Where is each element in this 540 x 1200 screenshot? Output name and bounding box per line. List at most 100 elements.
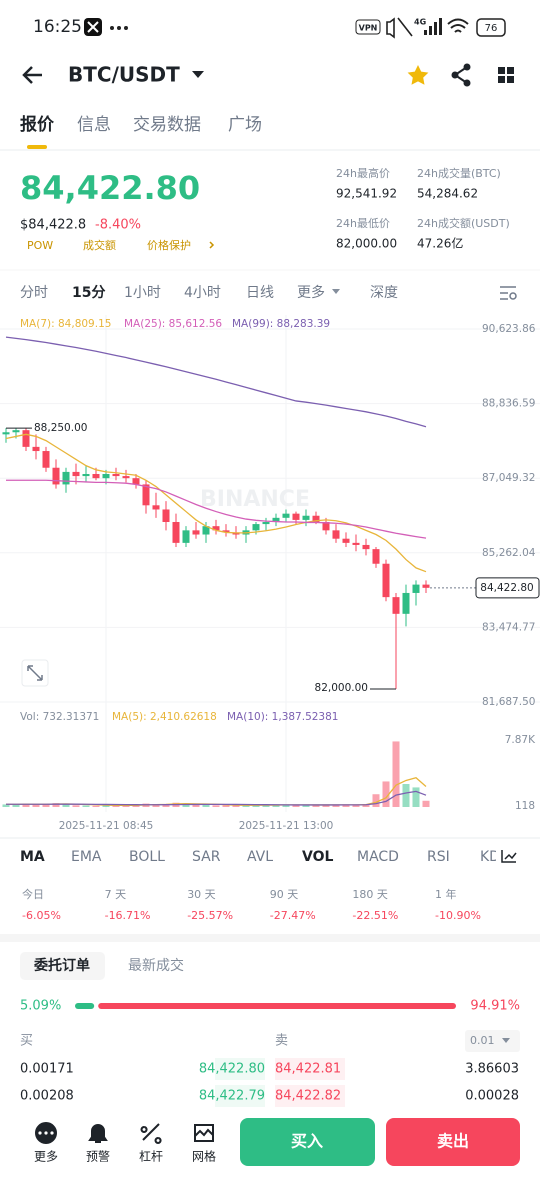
price-tag[interactable]: 成交额 <box>83 238 116 252</box>
sell-button-label: 卖出 <box>437 1132 469 1151</box>
period: 30 天 <box>187 888 216 901</box>
volume-bar <box>2 804 10 807</box>
interval-tab[interactable]: 更多 <box>297 284 325 301</box>
high-label: 88,250.00 <box>34 422 87 434</box>
interval-tab[interactable]: 日线 <box>246 285 274 301</box>
candle-body <box>42 451 50 468</box>
order-tab[interactable]: 委托订单 <box>33 957 90 974</box>
ask-price: 84,422.82 <box>275 1089 341 1104</box>
period: 180 天 <box>352 888 388 901</box>
chart-settings[interactable] <box>500 286 517 300</box>
top-tab[interactable]: 广场 <box>228 115 262 135</box>
candle-body <box>262 521 270 525</box>
indicator-tab[interactable]: EMA <box>71 849 102 865</box>
volume-bar <box>222 805 230 807</box>
tab-indicator <box>27 145 47 149</box>
candle-body <box>182 530 190 543</box>
candle-body <box>342 538 350 543</box>
precision-caret <box>502 1038 510 1043</box>
ask-amount: 3.86603 <box>465 1062 519 1077</box>
buy-label: 买 <box>20 1034 33 1049</box>
candle-body <box>292 513 300 520</box>
tool-icon[interactable] <box>194 1124 214 1142</box>
pair-name[interactable]: BTC/USDT <box>68 63 180 87</box>
back-button[interactable] <box>22 66 42 84</box>
volume-bar <box>332 804 340 807</box>
interval-tab[interactable]: 15分 <box>72 285 105 301</box>
period-change: -10.90% <box>435 909 481 922</box>
volume-bar <box>82 805 90 807</box>
x-logo <box>87 21 99 33</box>
tool-label[interactable]: 预警 <box>86 1149 110 1164</box>
stat-value: 47.26亿 <box>417 236 463 251</box>
buy-button[interactable] <box>240 1118 375 1166</box>
chevron <box>209 241 215 249</box>
volume-bar <box>352 804 360 807</box>
top-tab[interactable]: 交易数据 <box>133 115 201 135</box>
legend-entry: MA(10): 1,387.52381 <box>227 711 338 723</box>
favorite-star[interactable] <box>407 65 429 85</box>
price-tag[interactable]: POW <box>27 239 53 252</box>
candle-body <box>112 473 120 477</box>
candle-body <box>412 584 420 593</box>
candle-body <box>192 530 200 535</box>
indicator-tab[interactable]: AVL <box>247 849 273 865</box>
volume-bar <box>382 781 390 807</box>
stat-label: 24h成交额(USDT) <box>417 216 510 230</box>
legend-entry: MA(7): 84,809.15 <box>20 318 111 330</box>
interval-tab[interactable]: 4小时 <box>184 285 221 301</box>
tool-icon[interactable] <box>140 1123 162 1144</box>
indicator-tab[interactable]: SAR <box>192 849 221 865</box>
more-dots <box>110 26 128 30</box>
interval-tab[interactable]: 深度 <box>370 285 398 301</box>
y-tick-label: 90,623.86 <box>482 323 536 335</box>
volume-bar <box>262 805 270 807</box>
price-tag[interactable]: 价格保护 <box>147 238 191 252</box>
period: 90 天 <box>270 888 299 901</box>
stat-value: 82,000.00 <box>336 237 397 251</box>
period: 1 年 <box>435 887 457 901</box>
top-tab[interactable]: 信息 <box>77 115 111 135</box>
stat-label: 24h成交量(BTC) <box>417 166 501 180</box>
ma-line <box>5 433 427 573</box>
indicator-tab[interactable]: VOL <box>302 849 333 865</box>
candle-body <box>52 467 60 485</box>
volume-bar <box>292 805 300 807</box>
volume-bar <box>412 787 420 807</box>
candle-body <box>422 584 430 588</box>
share-button[interactable] <box>451 63 471 87</box>
precision: 0.01 <box>470 1034 495 1047</box>
indicator-settings[interactable] <box>501 850 517 863</box>
tool-label[interactable]: 网格 <box>192 1149 216 1164</box>
legend-entry: MA(99): 88,283.39 <box>232 318 330 330</box>
volume-bar <box>92 805 100 807</box>
candle-body <box>252 524 260 531</box>
tool-icon[interactable] <box>88 1124 108 1143</box>
grid-button[interactable] <box>498 67 514 83</box>
stat-value: 54,284.62 <box>417 187 478 201</box>
ask-amount: 0.00028 <box>465 1089 519 1104</box>
order-tab[interactable]: 最新成交 <box>128 957 184 974</box>
volume-bar <box>42 804 50 807</box>
pair-dropdown[interactable] <box>192 71 204 78</box>
interval-tab[interactable]: 1小时 <box>124 285 161 301</box>
status-time: 16:25 <box>33 17 82 37</box>
tool-label[interactable]: 杠杆 <box>139 1149 163 1164</box>
volume-bar <box>102 805 110 807</box>
volume-bar <box>282 804 290 807</box>
x-tick-label: 2025-11-21 13:00 <box>239 820 334 832</box>
indicator-tab[interactable]: RSI <box>427 849 450 865</box>
indicator-tab[interactable]: MA <box>20 849 45 865</box>
tool-label[interactable]: 更多 <box>34 1150 58 1164</box>
sell-button[interactable] <box>386 1118 520 1166</box>
candle-body <box>132 478 140 485</box>
candle-body <box>352 542 360 545</box>
volume-bar <box>232 805 240 807</box>
interval-tab[interactable]: 分时 <box>20 285 48 301</box>
top-tab[interactable]: 报价 <box>20 114 55 135</box>
indicator-tab[interactable]: MACD <box>357 849 399 865</box>
candle-body <box>322 521 330 531</box>
volume-bar <box>122 805 130 807</box>
indicator-tab[interactable]: BOLL <box>129 849 165 865</box>
precision-select[interactable] <box>465 1030 520 1052</box>
